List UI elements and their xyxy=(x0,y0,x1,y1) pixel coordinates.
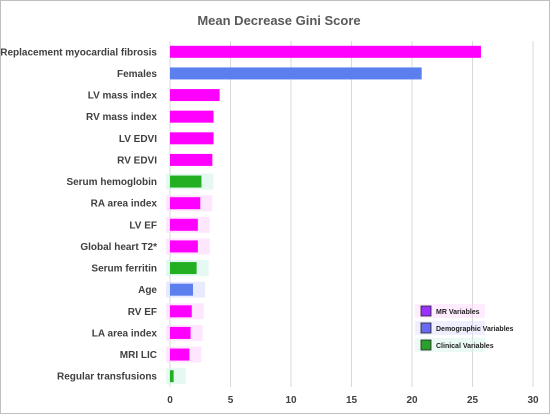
category-label: LV mass index xyxy=(88,91,158,102)
legend-label: Demographic Variables xyxy=(436,326,514,333)
gridlines xyxy=(169,41,534,387)
x-tick-label: 15 xyxy=(346,395,358,406)
bar xyxy=(170,262,197,275)
legend-swatch xyxy=(420,305,432,317)
bar xyxy=(170,326,191,339)
bar xyxy=(170,110,214,123)
legend-label: Clinical Variables xyxy=(436,343,494,350)
category-label: Regular transfusions xyxy=(57,372,157,383)
x-tick-label: 25 xyxy=(467,395,479,406)
category-label: RV EDVI xyxy=(117,155,157,166)
x-tick-label: 5 xyxy=(228,395,234,406)
bar xyxy=(170,283,193,296)
category-label: Global heart T2* xyxy=(80,242,157,253)
category-label: Serum hemoglobin xyxy=(66,177,157,188)
category-label: RV EF xyxy=(128,307,157,318)
bar xyxy=(170,370,174,383)
chart-title: Mean Decrease Gini Score xyxy=(197,13,360,28)
x-tick-label: 30 xyxy=(527,395,539,406)
bar xyxy=(170,197,201,210)
legend-swatch xyxy=(420,322,432,334)
x-tick-label: 10 xyxy=(285,395,297,406)
category-label: RV mass index xyxy=(86,112,157,123)
bar xyxy=(170,240,198,253)
category-label: Replacement myocardial fibrosis xyxy=(1,47,157,58)
x-tick-label: 0 xyxy=(167,395,173,406)
bar xyxy=(170,305,192,318)
bar xyxy=(170,132,214,145)
category-label: LA area index xyxy=(92,328,158,339)
category-label: LV EF xyxy=(129,220,157,231)
legend-swatch xyxy=(420,339,432,351)
category-label: Age xyxy=(138,285,157,296)
category-label: Females xyxy=(117,69,157,80)
category-label: LV EDVI xyxy=(119,134,157,145)
legend-highlight xyxy=(415,304,485,318)
legend-label: MR Variables xyxy=(436,309,480,316)
bar xyxy=(170,67,422,80)
bars xyxy=(170,45,481,383)
bar xyxy=(170,218,198,231)
bar xyxy=(170,45,481,58)
bar xyxy=(170,153,213,166)
bar xyxy=(170,89,220,102)
category-label: Serum ferritin xyxy=(91,264,157,275)
legend: MR Variables Demographic Variables Clinica… xyxy=(415,304,514,352)
category-label: RA area index xyxy=(91,199,158,210)
bar-highlight xyxy=(166,368,186,385)
bar xyxy=(170,348,190,361)
bar xyxy=(170,175,202,188)
category-labels: Replacement myocardial fibrosis Females LV… xyxy=(1,47,157,382)
legend-highlight xyxy=(415,321,485,335)
legend-highlight xyxy=(415,338,485,352)
x-tick-label: 20 xyxy=(406,395,418,406)
x-tick-labels: 0 5 10 15 20 25 30 xyxy=(167,395,539,406)
category-label: MRI LIC xyxy=(120,350,157,361)
